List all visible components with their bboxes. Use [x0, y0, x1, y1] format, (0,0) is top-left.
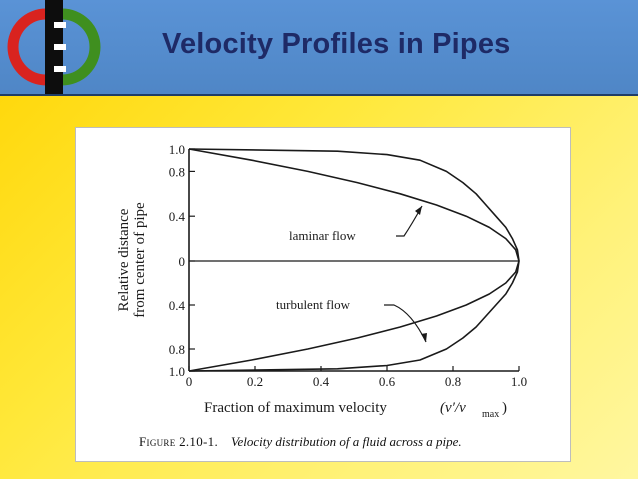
y-axis-label-line1: Relative distance — [116, 208, 132, 311]
y-tick-label: 0.8 — [169, 342, 185, 357]
x-tick-label: 0 — [186, 374, 193, 389]
turbulent-pointer — [384, 304, 427, 343]
y-axis-label-line2: from center of pipe — [132, 202, 148, 318]
slide-title: Velocity Profiles in Pipes — [162, 28, 511, 60]
velocity-profile-chart: 1.00.80.400.40.81.00 0.2 0.4 0.6 0.8 1.0lamin… — [116, 142, 527, 420]
x-tick-label: 0.6 — [379, 374, 396, 389]
y-tick-label: 1.0 — [169, 142, 185, 157]
caption-label: Figure 2.10-1. — [139, 434, 219, 449]
laminar-flow-label: laminar flow — [289, 228, 356, 243]
x-axis-label-close: ) — [502, 400, 507, 416]
x-tick-label: 0.4 — [313, 374, 330, 389]
institution-logo-icon — [7, 0, 101, 94]
x-axis-label-subscript: max — [482, 409, 499, 420]
logo-notch-2 — [54, 44, 66, 50]
turbulent-arrowhead — [421, 333, 427, 342]
figure-caption: Figure 2.10-1. Velocity distribution of … — [139, 434, 462, 450]
turbulent-profile-lower — [188, 260, 520, 372]
caption-text: Velocity distribution of a fluid across … — [231, 434, 462, 449]
y-tick-label: 0.4 — [169, 209, 186, 224]
y-tick-label: 0.8 — [169, 164, 185, 179]
logo-red-arc — [7, 8, 47, 86]
x-tick-label: 0.2 — [247, 374, 263, 389]
laminar-profile-lower — [188, 260, 520, 372]
logo-green-arc — [61, 8, 101, 86]
y-tick-label: 0 — [179, 254, 186, 269]
logo-notch-3 — [54, 66, 66, 72]
laminar-profile-upper — [188, 148, 520, 262]
turbulent-flow-label: turbulent flow — [276, 297, 351, 312]
turbulent-profile-upper — [188, 148, 520, 262]
y-tick-label: 0.4 — [169, 298, 186, 313]
x-axis-label-ratio: (v′/v — [440, 400, 466, 416]
x-axis-label: Fraction of maximum velocity — [204, 400, 387, 416]
logo-notch-1 — [54, 22, 66, 28]
figure-panel: 1.0 0.8 0.4 0 0.4 0.8 1.0 0 0.2 0.4 0.6 0.8 1.0 lamin… — [75, 127, 571, 462]
laminar-arrowhead — [415, 206, 422, 215]
slide-header: Velocity Profiles in Pipes — [0, 0, 638, 96]
y-tick-label: 1.0 — [169, 364, 185, 379]
x-tick-label: 0.8 — [445, 374, 461, 389]
x-tick-label: 1.0 — [511, 374, 527, 389]
